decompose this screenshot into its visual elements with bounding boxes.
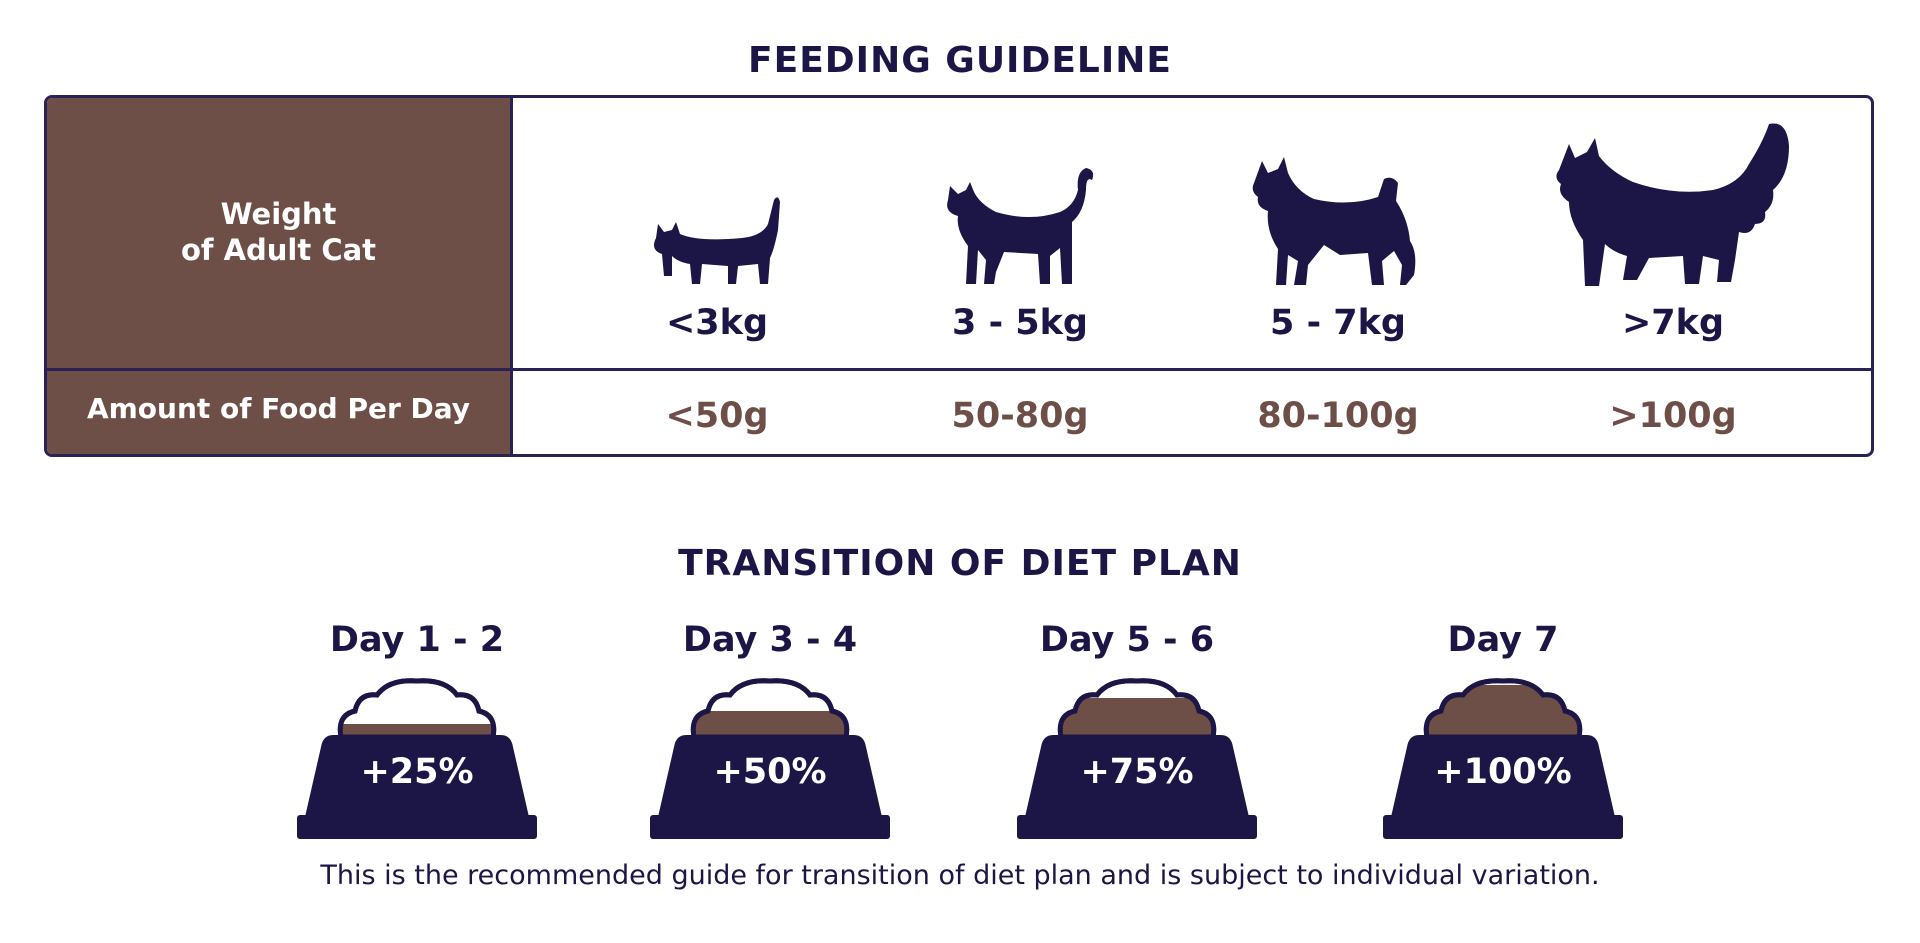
day-label: Day 1 - 2 bbox=[329, 620, 505, 660]
weight-column-2: 3 - 5kg bbox=[870, 98, 1170, 368]
food-mound-outline bbox=[1423, 678, 1583, 740]
header-column: Weight of Adult Cat Amount of Food Per D… bbox=[47, 98, 513, 454]
bowl-base bbox=[650, 815, 890, 839]
transition-title: TRANSITION OF DIET PLAN bbox=[678, 543, 1242, 584]
weight-value: <3kg bbox=[665, 303, 768, 343]
bowl-base bbox=[1017, 815, 1257, 839]
food-mound-outline bbox=[690, 678, 850, 740]
weight-value: 3 - 5kg bbox=[952, 303, 1088, 343]
weight-value: 5 - 7kg bbox=[1270, 303, 1406, 343]
row-divider bbox=[47, 368, 1871, 371]
food-mound-outline bbox=[337, 678, 497, 740]
percent-label: +100% bbox=[1434, 752, 1572, 792]
new-food-level bbox=[1060, 698, 1214, 737]
food-mound-outline bbox=[1057, 678, 1217, 740]
new-food-level bbox=[693, 711, 847, 737]
amount-row-label: Amount of Food Per Day bbox=[86, 392, 471, 425]
day-label: Day 7 bbox=[1447, 620, 1559, 660]
bowl-body bbox=[305, 735, 529, 817]
new-food-level bbox=[1426, 685, 1580, 737]
food-amount-value: >100g bbox=[1609, 396, 1737, 436]
large-cat-icon bbox=[1252, 157, 1416, 285]
weight-column-4: >7kg bbox=[1523, 98, 1823, 368]
weight-row-label: Weight of Adult Cat bbox=[47, 196, 510, 268]
footnote: This is the recommended guide for transi… bbox=[320, 860, 1600, 891]
bowl-base bbox=[1383, 815, 1623, 839]
feeding-table: Weight of Adult Cat Amount of Food Per D… bbox=[44, 95, 1874, 457]
weight-column-1: <3kg bbox=[567, 98, 867, 368]
food-bowl-icon bbox=[297, 678, 537, 839]
percent-label: +75% bbox=[1080, 752, 1194, 792]
bowl-body bbox=[1391, 735, 1615, 817]
food-amount-value: <50g bbox=[665, 396, 769, 436]
percent-label: +50% bbox=[713, 752, 827, 792]
medium-cat-icon bbox=[947, 168, 1094, 284]
extra-large-cat-icon bbox=[1556, 123, 1789, 286]
food-bowl-icon bbox=[1017, 678, 1257, 839]
bowl-base bbox=[297, 815, 537, 839]
food-bowl-icon bbox=[1383, 678, 1623, 839]
day-label: Day 5 - 6 bbox=[1039, 620, 1215, 660]
new-food-level bbox=[340, 724, 494, 737]
weight-label-line2: of Adult Cat bbox=[180, 233, 377, 267]
weight-label-line1: Weight bbox=[220, 197, 337, 231]
food-amount-value: 50-80g bbox=[951, 396, 1089, 436]
day-label: Day 3 - 4 bbox=[682, 620, 858, 660]
small-cat-icon bbox=[654, 197, 780, 284]
feeding-guideline-title: FEEDING GUIDELINE bbox=[748, 40, 1172, 81]
food-bowl-icon bbox=[650, 678, 890, 839]
percent-label: +25% bbox=[360, 752, 474, 792]
food-amount-value: 80-100g bbox=[1257, 396, 1419, 436]
weight-column-3: 5 - 7kg bbox=[1188, 98, 1488, 368]
bowl-body bbox=[1025, 735, 1249, 817]
weight-value: >7kg bbox=[1621, 303, 1724, 343]
bowl-body bbox=[658, 735, 882, 817]
